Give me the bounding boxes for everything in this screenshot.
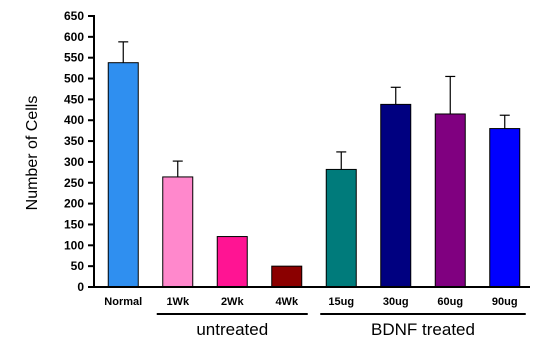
y-axis-ticks: 0 50 100 150 200 250 300 350 400 450 500 550 600 650: [64, 9, 94, 294]
y-tick-label: 50: [71, 259, 85, 273]
category-label-1wk: 1Wk: [166, 296, 190, 308]
category-label-4wk: 4Wk: [275, 296, 299, 308]
bar-normal: [107, 62, 139, 288]
y-tick-label: 450: [64, 92, 84, 106]
bar-90ug: [489, 128, 521, 288]
bar-4wk: [271, 265, 303, 288]
group-brackets: untreated BDNF treated: [156, 313, 526, 339]
bar-2wk: [216, 236, 248, 288]
error-bars: [118, 41, 510, 177]
bar-60ug: [434, 113, 466, 288]
group-label-1: BDNF treated: [371, 320, 475, 339]
category-label-30ug: 30ug: [383, 296, 409, 308]
group-label-0: untreated: [196, 320, 268, 339]
bar-15ug: [325, 168, 357, 288]
y-tick-label: 200: [64, 197, 84, 211]
y-tick-label: 150: [64, 217, 84, 231]
y-tick-label: 0: [77, 280, 84, 294]
y-tick-label: 550: [64, 51, 84, 65]
y-tick-label: 250: [64, 176, 84, 190]
bar-30ug: [380, 103, 412, 288]
category-label-normal: Normal: [104, 296, 142, 308]
category-label-2wk: 2Wk: [221, 296, 245, 308]
y-tick-label: 100: [64, 238, 84, 252]
y-tick-label: 300: [64, 155, 84, 169]
y-tick-label: 350: [64, 134, 84, 148]
y-tick-label: 400: [64, 113, 84, 127]
bars: [107, 62, 521, 288]
category-label-90ug: 90ug: [492, 296, 518, 308]
y-tick-label: 600: [64, 30, 84, 44]
bar-1wk: [162, 176, 194, 288]
category-label-15ug: 15ug: [328, 296, 354, 308]
category-label-60ug: 60ug: [437, 296, 463, 308]
y-tick-label: 500: [64, 72, 84, 86]
category-labels: Normal 1Wk 2Wk 4Wk 15ug 30ug 60ug 90ug: [104, 296, 517, 308]
y-tick-label: 650: [64, 9, 84, 23]
y-axis-title: Number of Cells: [24, 96, 41, 211]
